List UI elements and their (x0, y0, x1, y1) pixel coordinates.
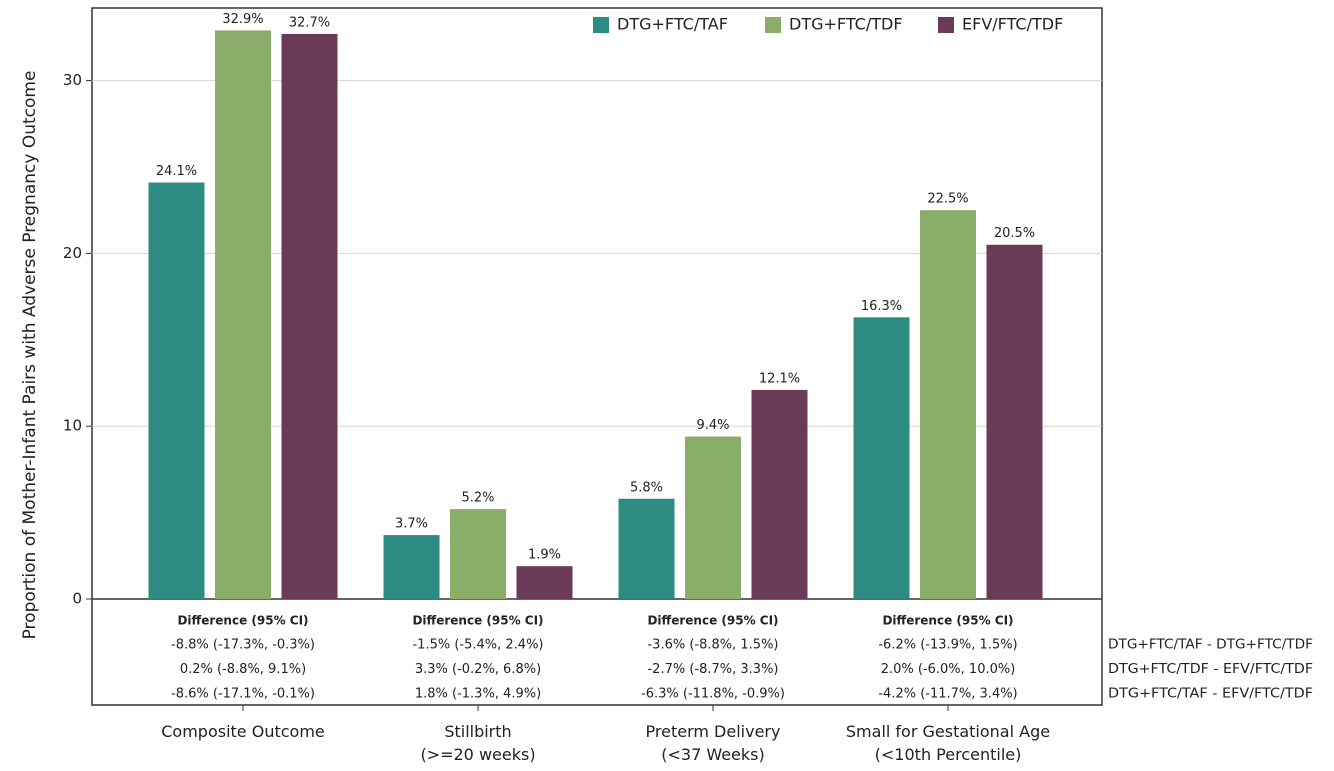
legend-swatch (938, 17, 954, 33)
table-row-label: DTG+FTC/TDF - EFV/FTC/TDF (1108, 662, 1313, 677)
bar (853, 317, 910, 599)
value-label: 32.7% (289, 15, 330, 30)
legend-label: EFV/FTC/TDF (962, 15, 1063, 34)
table-cell: -6.2% (-13.9%, 1.5%) (878, 638, 1017, 653)
bar (215, 30, 271, 600)
x-tick-label: Small for Gestational Age (<10th Percent… (845, 722, 1051, 764)
table-header: Difference (95% CI) (412, 614, 543, 628)
value-label: 5.8% (630, 480, 663, 495)
value-label: 12.1% (759, 371, 800, 386)
value-label: 1.9% (528, 548, 561, 563)
value-label: 16.3% (861, 299, 902, 314)
bar (751, 389, 808, 599)
table-cell: -6.3% (-11.8%, -0.9%) (641, 687, 785, 702)
table-cell: 3.3% (-0.2%, 6.8%) (415, 662, 541, 677)
legend-swatch (593, 17, 609, 33)
table-row-label: DTG+FTC/TAF - EFV/FTC/TDF (1108, 687, 1313, 702)
table-cell: -8.6% (-17.1%, -0.1%) (171, 687, 315, 702)
value-label: 20.5% (994, 226, 1035, 241)
value-label: 24.1% (156, 164, 197, 179)
bar (281, 33, 338, 600)
table-header: Difference (95% CI) (647, 614, 778, 628)
legend-label: DTG+FTC/TAF (617, 15, 728, 34)
bar (383, 535, 440, 599)
x-tick-label: Preterm Delivery (<37 Weeks) (645, 722, 781, 764)
value-label: 22.5% (927, 192, 968, 207)
y-tick-label: 30 (63, 71, 82, 89)
value-label: 3.7% (395, 517, 428, 532)
bar (618, 498, 675, 599)
y-tick-label: 0 (72, 590, 82, 608)
table-row-label: DTG+FTC/TAF - DTG+FTC/TDF (1108, 638, 1313, 653)
y-tick-label: 10 (63, 417, 82, 435)
table-header: Difference (95% CI) (177, 614, 308, 628)
bar (450, 509, 506, 599)
y-axis-label: Proportion of Mother-Infant Pairs with A… (20, 71, 40, 640)
value-label: 9.4% (696, 418, 729, 433)
bar (516, 566, 573, 599)
table-cell: -4.2% (-11.7%, 3.4%) (878, 687, 1017, 702)
table-cell: -3.6% (-8.8%, 1.5%) (647, 638, 778, 653)
value-label: 32.9% (222, 12, 263, 27)
table-header: Difference (95% CI) (882, 614, 1013, 628)
y-tick-label: 20 (63, 244, 82, 262)
legend-label: DTG+FTC/TDF (789, 15, 903, 34)
bar (920, 210, 976, 599)
table-cell: 2.0% (-6.0%, 10.0%) (881, 662, 1016, 677)
table-cell: -2.7% (-8.7%, 3.3%) (647, 662, 778, 677)
table-cell: 1.8% (-1.3%, 4.9%) (415, 687, 541, 702)
x-tick-label: Stillbirth (>=20 weeks) (420, 722, 536, 764)
table-cell: -1.5% (-5.4%, 2.4%) (412, 638, 543, 653)
bar (685, 436, 741, 599)
bar (148, 182, 205, 599)
table-cell: 0.2% (-8.8%, 9.1%) (180, 662, 306, 677)
value-label: 5.2% (461, 491, 494, 506)
x-tick-label: Composite Outcome (161, 722, 325, 741)
plot-frame (91, 7, 1103, 706)
table-cell: -8.8% (-17.3%, -0.3%) (171, 638, 315, 653)
legend-swatch (765, 17, 781, 33)
bar (986, 244, 1043, 600)
